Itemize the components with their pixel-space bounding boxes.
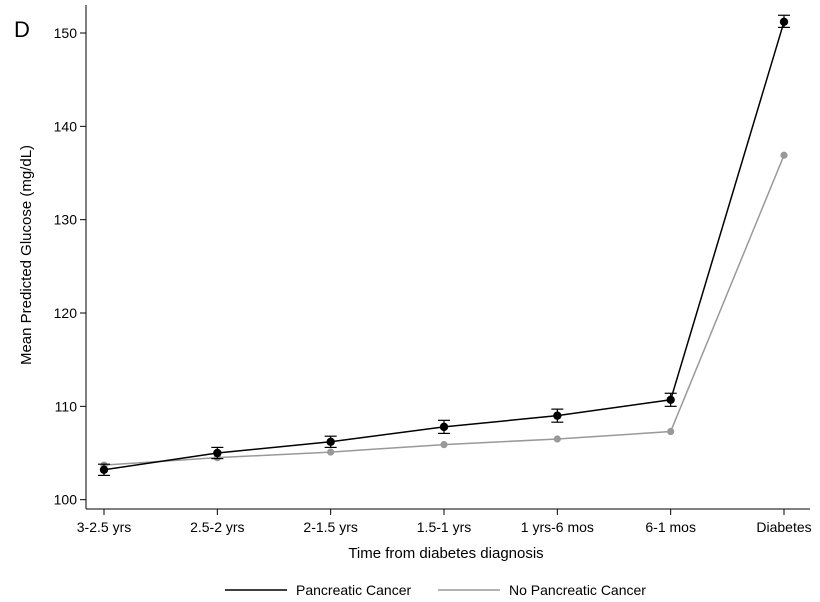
series-layer [98,14,790,476]
data-point-no-pancreatic-cancer [553,435,561,443]
data-point-no-pancreatic-cancer [440,441,448,449]
panel-label: D [14,17,30,42]
data-point-pancreatic-cancer [213,448,222,458]
data-point-pancreatic-cancer [553,411,562,420]
data-point-pancreatic-cancer [779,17,789,26]
data-point-pancreatic-cancer [326,437,335,446]
legend-label-no-pancreatic-cancer: No Pancreatic Cancer [509,582,646,598]
x-tick-label: 2.5-2 yrs [190,519,244,535]
x-tick-label: 6-1 mos [645,519,696,535]
x-tick-label: 2-1.5 yrs [303,519,357,535]
x-ticks: 3-2.5 yrs 2.5-2 yrs 2-1.5 yrs 1.5-1 yrs 1 yr… [77,509,812,535]
y-ticks: 100 110 120 130 140 150 [54,25,86,508]
x-tick-label: 3-2.5 yrs [77,519,131,535]
y-tick-label: 140 [54,118,78,134]
series-line-no-pancreatic-cancer [103,154,785,466]
y-tick-label: 130 [54,212,78,228]
x-tick-label: 1.5-1 yrs [417,519,471,535]
x-tick-label: 1 yrs-6 mos [521,519,594,535]
data-point-no-pancreatic-cancer [780,151,788,159]
data-point-pancreatic-cancer [99,465,109,474]
y-tick-label: 120 [54,305,78,321]
x-axis-title: Time from diabetes diagnosis [348,545,543,562]
y-tick-label: 150 [54,25,78,41]
legend-label-pancreatic-cancer: Pancreatic Cancer [296,582,412,598]
legend: Pancreatic Cancer No Pancreatic Cancer [225,582,646,598]
data-point-pancreatic-cancer [439,422,449,432]
data-point-no-pancreatic-cancer [327,448,335,456]
y-tick-label: 110 [55,398,78,414]
y-axis-title: Mean Predicted Glucose (mg/dL) [18,145,35,365]
data-point-pancreatic-cancer [666,395,675,404]
y-tick-label: 100 [54,492,78,508]
data-point-no-pancreatic-cancer [667,427,675,436]
x-tick-label: Diabetes [756,519,811,535]
